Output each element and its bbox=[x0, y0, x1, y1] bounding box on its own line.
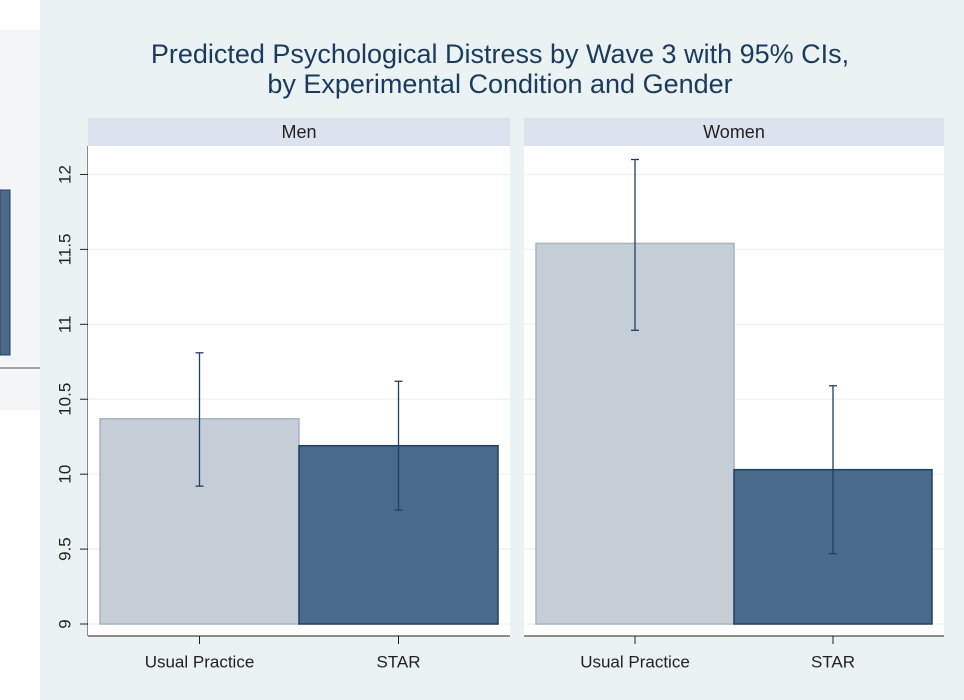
panel-label: Women bbox=[703, 122, 765, 142]
x-tick-label: STAR bbox=[376, 652, 420, 671]
y-tick-label: 10.5 bbox=[55, 383, 74, 416]
y-tick-label: 11.5 bbox=[55, 233, 74, 265]
y-tick-label: 9.5 bbox=[55, 537, 74, 561]
y-tick-label: 12 bbox=[55, 165, 74, 184]
background-bar bbox=[0, 189, 11, 356]
chart-title: Predicted Psychological Distress by Wave… bbox=[151, 39, 849, 69]
x-tick-label: STAR bbox=[811, 652, 855, 671]
y-tick-label: 11 bbox=[55, 315, 74, 333]
y-tick-label: 10 bbox=[55, 465, 74, 484]
y-tick-label: 9 bbox=[55, 619, 74, 628]
chart-title: by Experimental Condition and Gender bbox=[267, 69, 732, 99]
panel-header bbox=[88, 118, 510, 146]
x-tick-label: Usual Practice bbox=[580, 652, 690, 671]
panel-label: Men bbox=[281, 122, 316, 142]
panel-header bbox=[524, 118, 944, 146]
x-tick-label: Usual Practice bbox=[145, 652, 255, 671]
